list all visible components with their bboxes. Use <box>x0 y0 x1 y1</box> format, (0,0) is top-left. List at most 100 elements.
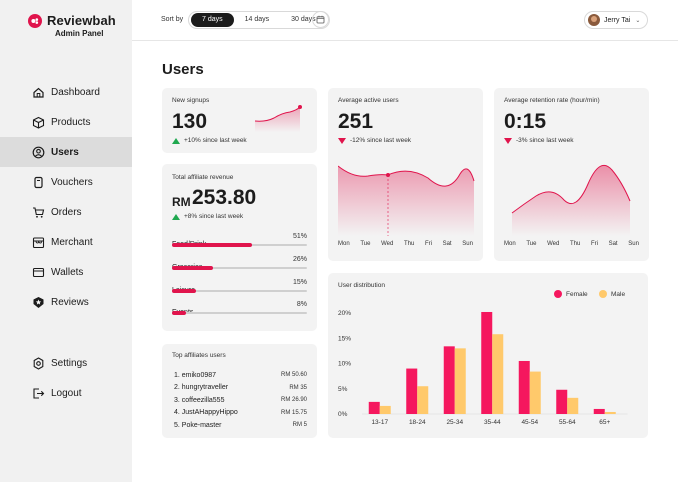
sidebar-item-vouchers[interactable]: Vouchers <box>0 167 132 197</box>
retention-delta-text: -3% since last week <box>516 137 574 144</box>
active-users-card: Average active users 251 -12% since last… <box>328 88 483 261</box>
bar-female-18-24[interactable] <box>406 368 418 414</box>
sidebar-item-logout[interactable]: Logout <box>0 378 132 408</box>
sidebar-item-wallets[interactable]: Wallets <box>0 257 132 287</box>
new-signups-card: New signups 130 +10% since last week <box>162 88 317 153</box>
retention-card: Average retention rate (hour/min) 0:15 -… <box>494 88 649 261</box>
brand[interactable]: Reviewbah Admin Panel <box>28 13 116 38</box>
revenue-category-row: Events8% <box>172 301 307 319</box>
chevron-down-icon: ⌄ <box>635 17 641 24</box>
affiliate-amount: RM 15.75 <box>280 409 307 416</box>
new-signups-delta: +10% since last week <box>172 137 247 144</box>
sidebar-item-label: Wallets <box>51 266 84 278</box>
retention-delta: -3% since last week <box>504 137 573 144</box>
active-users-day-axis: Mon Tue Wed Thu Fri Sat Sun <box>338 241 473 247</box>
y-tick-label: 0% <box>338 411 348 418</box>
user-distribution-card: User distribution Female Male 0% 5% 10% 15%… <box>328 273 648 438</box>
new-signups-label: New signups <box>172 97 210 104</box>
user-menu[interactable]: Jerry Tai ⌄ <box>584 11 648 29</box>
progress-fill <box>172 243 252 247</box>
bar-male-55-64[interactable] <box>567 397 579 414</box>
page-title: Users <box>162 61 204 78</box>
list-item[interactable]: 3. coffeezilla555 RM 26.90 <box>174 394 307 407</box>
bar-male-13-17[interactable] <box>379 405 391 414</box>
top-affiliates-list: 1. emiko0987 RM 50.60 2. hungrytraveller R… <box>174 369 307 432</box>
new-signups-value: 130 <box>172 110 208 133</box>
calendar-icon <box>316 11 325 29</box>
day-label: Thu <box>403 241 415 247</box>
bar-female-13-17[interactable] <box>368 401 380 414</box>
revenue-value: 253.80 <box>192 186 257 209</box>
x-tick-label: 18-24 <box>409 419 426 426</box>
affiliate-amount: RM 50.60 <box>280 372 307 379</box>
logout-icon <box>32 387 45 400</box>
list-item[interactable]: 5. Poke-master RM 5 <box>174 419 307 432</box>
box-icon <box>32 116 45 129</box>
bar-male-65+[interactable] <box>604 411 616 414</box>
top-affiliates-card: Top affiliates users 1. emiko0987 RM 50.6… <box>162 344 317 438</box>
sort-option-14-days[interactable]: 14 days <box>244 16 270 23</box>
bar-male-25-34[interactable] <box>454 348 466 414</box>
active-users-value: 251 <box>338 110 374 133</box>
sidebar-item-dashboard[interactable]: Dashboard <box>0 77 132 107</box>
user-distribution-chart: 0% 5% 10% 15% 20% 13-17 18-24 25-34 35-44 45-54 55… <box>338 310 628 426</box>
trend-up-icon <box>172 137 180 144</box>
retention-day-axis: Mon Tue Wed Thu Fri Sat Sun <box>504 241 639 247</box>
wallet-icon <box>32 266 45 279</box>
retention-area-chart <box>511 164 631 236</box>
category-percent: 26% <box>292 256 307 263</box>
new-signups-delta-text: +10% since last week <box>184 137 247 144</box>
bar-male-18-24[interactable] <box>417 386 429 414</box>
day-label: Fri <box>590 241 598 247</box>
revenue-delta-text: +8% since last week <box>184 213 244 220</box>
sidebar-item-settings[interactable]: Settings <box>0 348 132 378</box>
day-label: Wed <box>381 241 394 247</box>
x-tick-label: 65+ <box>599 419 610 426</box>
sort-option-30-days[interactable]: 30 days <box>291 16 316 23</box>
avatar <box>588 14 600 26</box>
sidebar-item-label: Merchant <box>51 236 93 248</box>
sort-segmented-control: 7 days 14 days 30 days <box>188 11 330 29</box>
calendar-button[interactable] <box>312 11 329 28</box>
bar-male-35-44[interactable] <box>492 334 504 414</box>
voucher-icon <box>32 176 45 189</box>
list-item[interactable]: 1. emiko0987 RM 50.60 <box>174 369 307 382</box>
legend-female: Female <box>554 290 588 298</box>
bar-female-65+[interactable] <box>593 408 605 414</box>
sidebar-item-label: Vouchers <box>51 176 93 188</box>
sidebar-item-orders[interactable]: Orders <box>0 197 132 227</box>
sort-label: Sort by <box>161 16 184 23</box>
brand-logo-icon <box>28 13 42 28</box>
legend-swatch <box>554 290 562 298</box>
revenue-delta: +8% since last week <box>172 213 243 220</box>
bar-male-45-54[interactable] <box>529 371 541 414</box>
active-users-area-chart <box>338 165 475 236</box>
bar-female-35-44[interactable] <box>481 311 493 414</box>
affiliate-amount: RM 5 <box>292 422 307 429</box>
list-item[interactable]: 4. JustAHappyHippo RM 15.75 <box>174 407 307 420</box>
sidebar-item-products[interactable]: Products <box>0 107 132 137</box>
y-tick-label: 15% <box>338 335 351 342</box>
sidebar-item-reviews[interactable]: Reviews <box>0 287 132 317</box>
revenue-category-row: Leisure15% <box>172 279 307 297</box>
bar-female-45-54[interactable] <box>518 360 530 414</box>
revenue-category-row: Groceries26% <box>172 256 307 274</box>
distribution-label: User distribution <box>338 282 385 289</box>
sidebar-item-label: Settings <box>51 357 88 369</box>
sidebar-item-label: Products <box>51 116 91 128</box>
sidebar-item-merchant[interactable]: Merchant <box>0 227 132 257</box>
retention-label: Average retention rate (hour/min) <box>504 97 600 104</box>
home-icon <box>32 86 45 99</box>
day-label: Tue <box>360 241 371 247</box>
sidebar-item-users[interactable]: Users <box>0 137 132 167</box>
trend-down-icon <box>504 137 512 144</box>
sort-option-7-days[interactable]: 7 days <box>191 13 234 27</box>
bar-female-55-64[interactable] <box>556 389 568 414</box>
x-tick-label: 35-44 <box>484 419 501 426</box>
active-users-delta-text: -12% since last week <box>350 137 412 144</box>
user-name: Jerry Tai <box>604 16 631 24</box>
day-label: Sat <box>608 241 618 247</box>
progress-fill <box>172 266 213 270</box>
bar-female-25-34[interactable] <box>443 346 455 414</box>
list-item[interactable]: 2. hungrytraveller RM 35 <box>174 382 307 395</box>
